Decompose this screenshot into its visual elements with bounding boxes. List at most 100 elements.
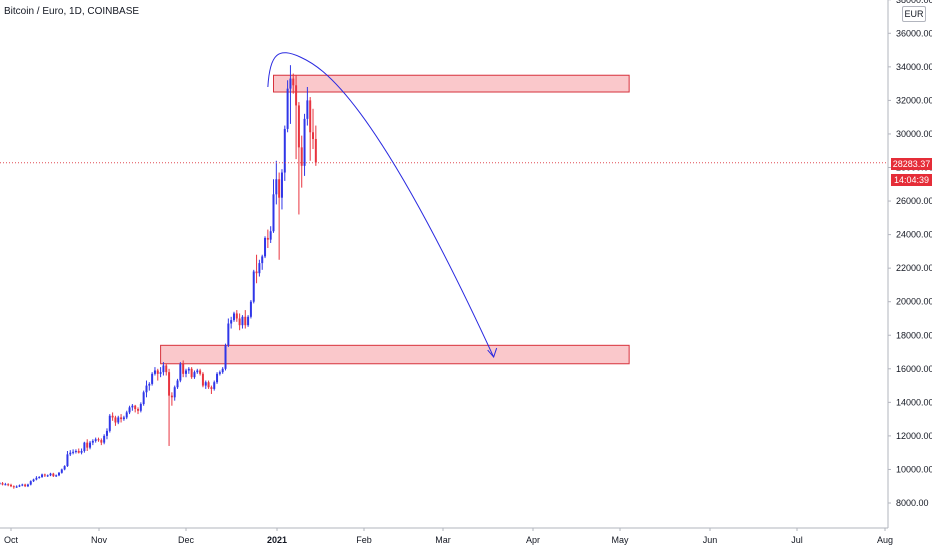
candle-body — [0, 483, 1, 485]
candle — [38, 476, 41, 479]
candle — [230, 316, 233, 329]
candle — [148, 382, 151, 391]
candle-body — [204, 382, 207, 386]
candle-body — [235, 313, 238, 319]
candle-body — [49, 473, 52, 476]
candle-body — [295, 85, 298, 106]
candle — [153, 367, 156, 376]
candle-body — [173, 387, 176, 398]
candle — [278, 172, 281, 260]
y-tick-label: 34000.00 — [896, 62, 932, 72]
candle — [15, 485, 18, 488]
candle-body — [7, 484, 10, 486]
candle — [297, 102, 300, 215]
candle — [162, 362, 165, 376]
candle-body — [43, 474, 46, 476]
candle-body — [241, 316, 244, 326]
candle — [261, 254, 264, 270]
candle — [72, 449, 75, 455]
candle — [12, 485, 15, 489]
candle-body — [100, 440, 103, 443]
y-tick-label: 20000.00 — [896, 297, 932, 307]
candle — [128, 405, 131, 415]
candle-body — [120, 417, 123, 420]
candle-body — [292, 78, 295, 86]
candle-body — [72, 451, 75, 453]
x-tick-label: Mar — [435, 535, 451, 545]
y-tick-label: 24000.00 — [896, 230, 932, 240]
candle-body — [86, 442, 89, 448]
candle-body — [244, 316, 247, 326]
candle — [213, 380, 216, 391]
candle-body — [182, 363, 185, 374]
candle — [275, 160, 278, 205]
candle-body — [261, 256, 264, 264]
candle — [179, 362, 182, 383]
candle-body — [278, 179, 281, 198]
candle — [137, 407, 140, 415]
candle — [182, 360, 185, 378]
resistance-zone — [273, 74, 630, 93]
candle-body — [57, 472, 60, 476]
candle — [235, 310, 238, 322]
candle-body — [297, 105, 300, 148]
candle-body — [46, 475, 49, 477]
candle-body — [280, 172, 283, 198]
y-tick-label: 36000.00 — [896, 28, 932, 38]
candle-body — [216, 373, 219, 383]
candle-body — [187, 368, 190, 371]
candle-body — [312, 132, 315, 139]
candle — [269, 226, 272, 243]
candle — [69, 450, 72, 457]
candle-body — [210, 387, 213, 389]
candle — [97, 437, 100, 442]
candle — [0, 482, 1, 485]
candle — [24, 483, 27, 488]
candle — [314, 125, 317, 166]
candle-body — [156, 370, 159, 374]
candle — [187, 367, 190, 374]
candle — [286, 80, 289, 133]
candle-body — [196, 370, 199, 373]
candle-body — [179, 363, 182, 381]
support-zone — [160, 344, 630, 365]
candle — [283, 125, 286, 181]
candle — [170, 392, 173, 406]
candle — [139, 402, 142, 413]
candle-body — [162, 365, 165, 373]
candle — [232, 311, 235, 322]
candle — [255, 254, 258, 284]
candle-body — [159, 372, 162, 374]
candle-body — [255, 271, 258, 274]
candle — [43, 473, 46, 477]
candle-body — [238, 318, 241, 326]
x-tick-label: Jul — [791, 535, 803, 545]
candle-body — [26, 484, 29, 487]
candle-body — [249, 301, 252, 317]
candle — [312, 108, 315, 150]
candle-body — [272, 194, 275, 232]
candle-body — [137, 409, 140, 411]
currency-badge[interactable]: EUR — [902, 6, 926, 22]
candle — [244, 310, 247, 329]
y-tick-label: 14000.00 — [896, 397, 932, 407]
candle — [264, 236, 267, 259]
candle — [142, 390, 145, 406]
candle — [26, 483, 29, 488]
candle-body — [15, 486, 18, 488]
countdown-tag: 14:04:39 — [891, 174, 932, 186]
candle — [247, 315, 250, 327]
candle-body — [303, 118, 306, 166]
candle-body — [4, 484, 7, 486]
x-tick-label: Dec — [178, 535, 195, 545]
candle-body — [66, 454, 69, 467]
candle-body — [80, 450, 83, 453]
candle — [300, 135, 303, 188]
candle-body — [314, 138, 317, 163]
annotations-layer — [0, 52, 888, 359]
candle — [272, 179, 275, 233]
candle-body — [266, 237, 269, 240]
candle — [151, 372, 154, 386]
projection-arrowhead — [487, 347, 498, 359]
